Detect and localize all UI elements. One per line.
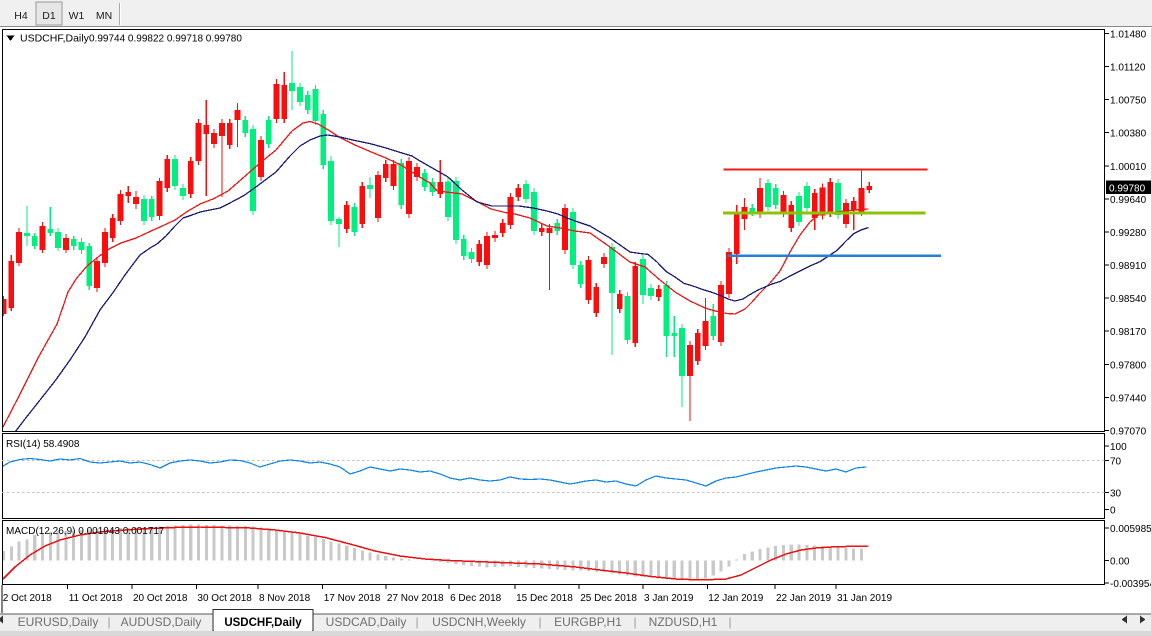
svg-text:3 Jan 2019: 3 Jan 2019	[644, 593, 694, 604]
svg-text:EURGBP,H1: EURGBP,H1	[554, 615, 622, 629]
svg-text:0.97440: 0.97440	[1110, 393, 1147, 404]
svg-text:6 Dec 2018: 6 Dec 2018	[450, 593, 502, 604]
svg-text:8 Nov 2018: 8 Nov 2018	[259, 593, 311, 604]
svg-text:USDCNH,Weekly: USDCNH,Weekly	[432, 615, 526, 629]
svg-text:|: |	[633, 615, 636, 629]
svg-text:USDCHF,Daily: USDCHF,Daily	[224, 617, 302, 629]
svg-text:-0.003954: -0.003954	[1110, 579, 1152, 590]
svg-text:15 Dec 2018: 15 Dec 2018	[516, 593, 573, 604]
svg-text:0.98540: 0.98540	[1110, 294, 1147, 305]
svg-text:USDCAD,Daily: USDCAD,Daily	[326, 615, 407, 629]
svg-text:D1: D1	[42, 10, 56, 22]
svg-text:12 Jan 2019: 12 Jan 2019	[708, 593, 763, 604]
svg-text:1.01480: 1.01480	[1110, 30, 1147, 41]
svg-text:MACD(12,26,9) 0.001943 0.00171: MACD(12,26,9) 0.001943 0.001717	[6, 526, 165, 537]
svg-text:27 Nov 2018: 27 Nov 2018	[387, 593, 444, 604]
svg-text:11 Oct 2018: 11 Oct 2018	[69, 593, 123, 604]
svg-text:AUDUSD,Daily: AUDUSD,Daily	[121, 615, 202, 629]
svg-text:MN: MN	[96, 10, 112, 22]
svg-text:20 Oct 2018: 20 Oct 2018	[133, 593, 188, 604]
svg-text:1.00380: 1.00380	[1110, 129, 1147, 140]
svg-text:30: 30	[1110, 489, 1122, 500]
svg-text:|: |	[107, 615, 110, 629]
svg-text:1.00750: 1.00750	[1110, 96, 1147, 107]
svg-text:17 Nov 2018: 17 Nov 2018	[324, 593, 381, 604]
svg-text:0.97070: 0.97070	[1110, 427, 1147, 438]
svg-text:NZDUSD,H1: NZDUSD,H1	[649, 615, 718, 629]
svg-text:0.99280: 0.99280	[1110, 228, 1147, 239]
svg-text:0: 0	[1110, 506, 1116, 517]
svg-text:2 Oct 2018: 2 Oct 2018	[3, 593, 52, 604]
svg-text:0.98910: 0.98910	[1110, 261, 1147, 272]
svg-text:31 Jan 2019: 31 Jan 2019	[837, 593, 892, 604]
svg-text:|: |	[415, 615, 418, 629]
svg-text:0.99640: 0.99640	[1110, 195, 1147, 206]
svg-text:70: 70	[1110, 457, 1122, 468]
svg-text:0.005985: 0.005985	[1110, 524, 1152, 535]
svg-text:|: |	[728, 615, 731, 629]
svg-text:1.00010: 1.00010	[1110, 162, 1147, 173]
svg-text:H4: H4	[14, 10, 28, 22]
svg-text:0.00: 0.00	[1110, 557, 1130, 568]
svg-text:RSI(14) 58.4908: RSI(14) 58.4908	[6, 439, 80, 450]
svg-text:0.99780: 0.99780	[1109, 184, 1146, 195]
svg-text:30 Oct 2018: 30 Oct 2018	[197, 593, 252, 604]
svg-text:25 Dec 2018: 25 Dec 2018	[580, 593, 637, 604]
svg-text:0.99744 0.99822 0.99718 0.9978: 0.99744 0.99822 0.99718 0.99780	[89, 34, 242, 45]
svg-text:USDCHF,Daily: USDCHF,Daily	[20, 33, 90, 45]
svg-text:|: |	[538, 615, 541, 629]
svg-text:100: 100	[1110, 442, 1127, 453]
svg-text:22 Jan 2019: 22 Jan 2019	[776, 593, 831, 604]
svg-text:EURUSD,Daily: EURUSD,Daily	[18, 615, 99, 629]
svg-text:1.01120: 1.01120	[1110, 63, 1146, 74]
svg-text:W1: W1	[69, 10, 85, 22]
svg-text:0.98170: 0.98170	[1110, 327, 1147, 338]
svg-text:0.97800: 0.97800	[1110, 360, 1147, 371]
